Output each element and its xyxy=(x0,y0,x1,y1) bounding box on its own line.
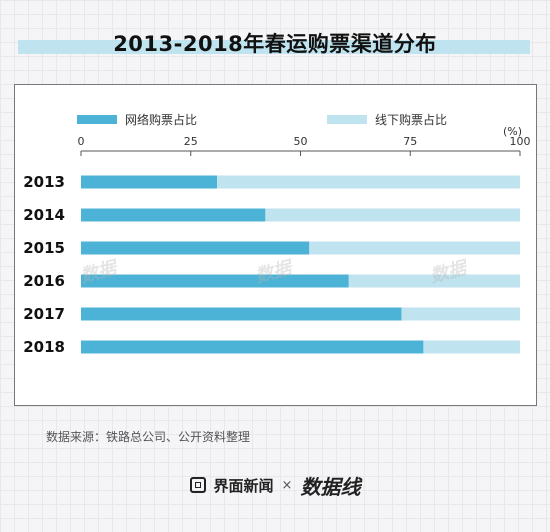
footer-separator: × xyxy=(281,477,293,493)
category-label: 2018 xyxy=(23,338,65,356)
legend-offline: 线下购票占比 xyxy=(327,111,447,128)
legend-label-online: 网络购票占比 xyxy=(125,113,198,127)
bar-offline xyxy=(309,241,520,255)
bar-offline xyxy=(401,307,520,321)
bar-online xyxy=(81,175,218,189)
x-tick-label: 25 xyxy=(184,135,198,148)
legend-online: 网络购票占比 xyxy=(77,111,197,128)
unit-label: (%) xyxy=(503,125,522,138)
x-tick-label: 100 xyxy=(510,135,531,148)
bar-online xyxy=(81,274,349,288)
chart-title: 2013-2018年春运购票渠道分布 xyxy=(113,32,437,56)
footer-brand-dataline: 数据线 xyxy=(300,474,361,499)
legend-swatch-online xyxy=(77,115,117,124)
bar-offline xyxy=(265,208,520,222)
source-note: 数据来源：铁路总公司、公开资料整理 xyxy=(46,430,251,444)
bar-offline xyxy=(348,274,520,288)
x-tick-label: 0 xyxy=(78,135,85,148)
chart-panel: 网络购票占比 线下购票占比 (%) 0 25 50 75 100 2013 2014 2015 2… xyxy=(14,84,537,406)
legend-label-offline: 线下购票占比 xyxy=(375,113,448,127)
bar-online xyxy=(81,241,310,255)
bar-online xyxy=(81,208,266,222)
jiemian-logo-icon xyxy=(189,477,206,493)
footer: 界面新闻 × 数据线 xyxy=(0,470,550,500)
bar-chart: (%) 0 25 50 75 100 2013 2014 2015 2016 2017 2018 xyxy=(23,125,531,356)
category-label: 2015 xyxy=(23,239,65,257)
x-tick-label: 75 xyxy=(403,135,417,148)
category-label: 2016 xyxy=(23,272,65,290)
x-tick-label: 50 xyxy=(294,135,308,148)
footer-brand-jiemian: 界面新闻 xyxy=(213,476,274,495)
title-band xyxy=(18,40,530,54)
bar-offline xyxy=(423,340,520,354)
bar-online xyxy=(81,340,424,354)
category-label: 2014 xyxy=(23,206,65,224)
bar-offline xyxy=(217,175,520,189)
legend-swatch-offline xyxy=(327,115,367,124)
category-label: 2017 xyxy=(23,305,65,323)
category-label: 2013 xyxy=(23,173,65,191)
bar-online xyxy=(81,307,402,321)
